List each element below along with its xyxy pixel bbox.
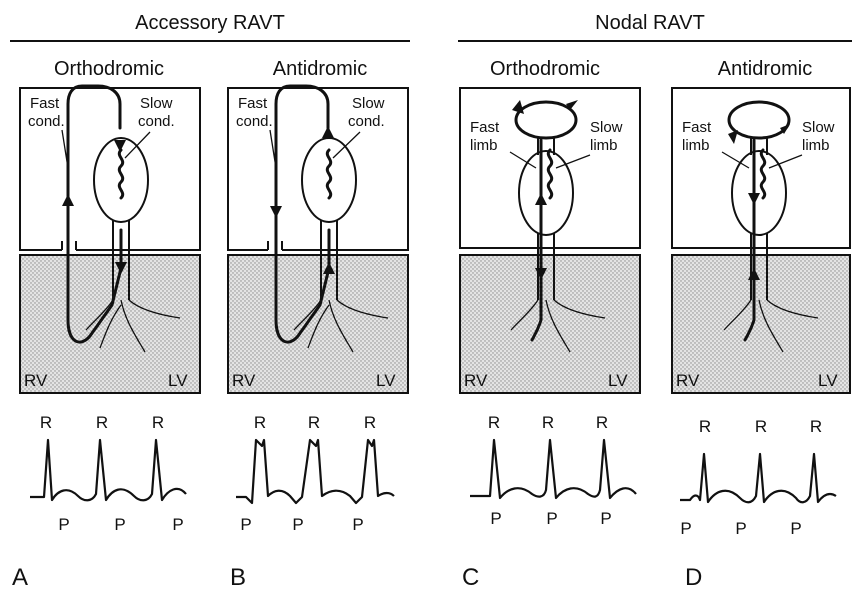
panel-d-left-label-1: Fast (682, 119, 712, 136)
panel-c-r2: R (542, 413, 554, 432)
panel-b-ecg (236, 438, 395, 505)
panel-c-r3: R (596, 413, 608, 432)
panel-b-r1: R (254, 413, 266, 432)
panel-c-rv: RV (464, 371, 488, 390)
panel-a-left-label-2: cond. (28, 113, 65, 130)
panel-c-atrium (459, 87, 641, 249)
panel-c-av-node (518, 150, 574, 236)
panel-c-p2: P (546, 509, 557, 528)
panel-d-p2: P (735, 519, 746, 538)
panel-b-p1: P (240, 515, 251, 534)
panel-a-right-label-2: cond. (138, 113, 175, 130)
panel-d: Antidromic Fast limb Slow limb RV LV R R… (671, 58, 851, 591)
panel-a-r3: R (152, 413, 164, 432)
panel-c-ventricle (459, 254, 641, 394)
panel-b-left-label-1: Fast (238, 95, 268, 112)
panel-a-letter: A (12, 564, 28, 591)
panel-b-p3: P (352, 515, 363, 534)
panel-d-r3: R (810, 417, 822, 436)
panel-d-r2: R (755, 417, 767, 436)
panel-a-lv: LV (168, 371, 188, 390)
panel-c-left-label-1: Fast (470, 119, 500, 136)
panel-b-letter: B (230, 564, 246, 591)
panel-c-ecg (470, 438, 637, 500)
panel-d-left-label-2: limb (682, 137, 710, 154)
group-title-nodal: Nodal RAVT (595, 12, 705, 34)
panel-a-p2: P (114, 515, 125, 534)
panel-d-reentry-loop (727, 100, 791, 140)
panel-d-ventricle (671, 254, 851, 394)
panel-c-letter: C (462, 564, 479, 591)
panel-b-circuit (274, 84, 331, 344)
panel-c-p3: P (600, 509, 611, 528)
panel-a-ecg (30, 438, 187, 502)
panel-a-right-label-1: Slow (140, 95, 173, 112)
group-title-accessory: Accessory RAVT (135, 12, 285, 34)
panel-d-lv: LV (818, 371, 838, 390)
panel-a-r2: R (96, 413, 108, 432)
panel-c-right-label-1: Slow (590, 119, 623, 136)
panel-b-r3: R (364, 413, 376, 432)
panel-a-subtitle: Orthodromic (54, 58, 164, 80)
panel-d-right-label-2: limb (802, 137, 830, 154)
panel-c-right-label-2: limb (590, 137, 618, 154)
panel-d-atrium (671, 87, 851, 249)
panel-d-p1: P (680, 519, 691, 538)
panel-d-ecg (680, 452, 837, 504)
panel-d-right-label-1: Slow (802, 119, 835, 136)
panel-d-rv: RV (676, 371, 700, 390)
panel-b-right-label-1: Slow (352, 95, 385, 112)
panel-b-subtitle: Antidromic (273, 58, 367, 80)
panel-a-circuit (66, 84, 123, 344)
panel-a-rv: RV (24, 371, 48, 390)
panel-b-rv: RV (232, 371, 256, 390)
panel-c-subtitle: Orthodromic (490, 58, 600, 80)
panel-a-av-node (93, 137, 149, 223)
panel-c-left-label-2: limb (470, 137, 498, 154)
panel-d-av-node (731, 150, 787, 236)
panel-b-right-label-2: cond. (348, 113, 385, 130)
panel-d-letter: D (685, 564, 702, 591)
panel-a: Orthodromic Fast cond. Slow cond. RV LV … (12, 58, 201, 591)
panel-b: Antidromic Fast cond. Slow cond. RV LV R… (227, 58, 409, 591)
panel-a-p1: P (58, 515, 69, 534)
panel-c-reentry-loop (514, 100, 578, 140)
panel-a-r1: R (40, 413, 52, 432)
panel-c-r1: R (488, 413, 500, 432)
panel-c: Orthodromic Fast limb Slow limb RV LV R … (459, 58, 641, 591)
panel-d-r1: R (699, 417, 711, 436)
panel-b-r2: R (308, 413, 320, 432)
panel-b-p2: P (292, 515, 303, 534)
panel-a-p3: P (172, 515, 183, 534)
panel-c-p1: P (490, 509, 501, 528)
panel-d-subtitle: Antidromic (718, 58, 812, 80)
panel-a-left-label-1: Fast (30, 95, 60, 112)
panel-c-lv: LV (608, 371, 628, 390)
panel-d-p3: P (790, 519, 801, 538)
panel-b-left-label-2: cond. (236, 113, 273, 130)
panel-b-lv: LV (376, 371, 396, 390)
